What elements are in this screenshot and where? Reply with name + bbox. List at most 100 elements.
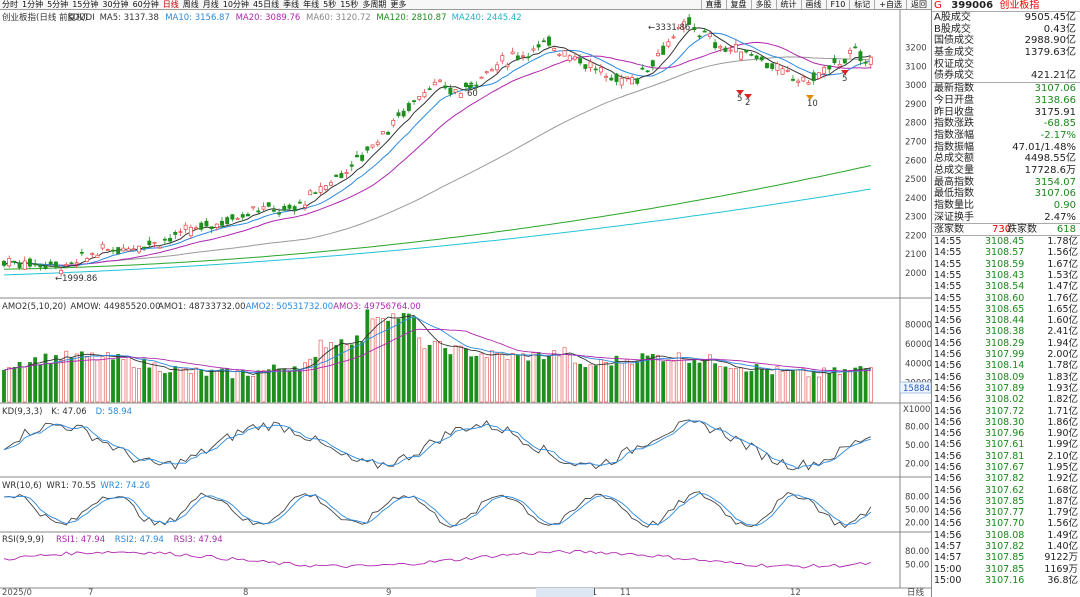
- tick-amount: 2.00亿: [1047, 349, 1078, 361]
- period-tab[interactable]: 分时: [2, 0, 18, 9]
- period-tab[interactable]: 15分钟: [72, 0, 99, 9]
- period-tab[interactable]: 15秒: [340, 0, 359, 9]
- tick-price: 3107.70: [985, 518, 1025, 530]
- period-tab[interactable]: 1分钟: [22, 0, 44, 9]
- tick-amount: 1.83亿: [1047, 371, 1078, 383]
- period-tab[interactable]: 5秒: [323, 0, 337, 9]
- stat-row: 债券成交 421.21亿: [932, 70, 1080, 82]
- tick-row: 14:56 3107.70 1.56亿: [932, 518, 1080, 529]
- toolbar-button[interactable]: 复盘: [725, 0, 751, 9]
- candle-body: [557, 54, 562, 56]
- period-tab[interactable]: 年线: [303, 0, 320, 9]
- tick-time: 14:55: [934, 269, 962, 281]
- toolbar-button[interactable]: 返回: [906, 0, 931, 9]
- candle-body: [635, 78, 640, 84]
- volume-bar: [526, 360, 531, 403]
- period-tab[interactable]: 更多: [390, 0, 407, 9]
- stat-label: 深证换手: [934, 211, 974, 223]
- stat-label: 基金成交: [934, 47, 974, 59]
- amo3-line: [3, 328, 871, 372]
- volume-bar: [811, 371, 816, 403]
- tick-time: 14:56: [934, 529, 962, 541]
- volume-bar: [168, 372, 172, 403]
- toolbar-button[interactable]: 统计: [775, 0, 801, 9]
- volume-bar: [438, 341, 442, 403]
- candle-body: [759, 56, 764, 61]
- toolbar-button[interactable]: 画线: [800, 0, 826, 9]
- candle-body: [38, 264, 43, 268]
- tick-row: 14:56 3107.85 1.87亿: [932, 496, 1080, 507]
- stat-row: 指数涨跌 -68.85: [932, 118, 1080, 130]
- signal-label: 60: [467, 89, 478, 99]
- price-axis-tick: 2800: [905, 119, 927, 129]
- stat-row: 总成交量 17728.6万: [932, 165, 1080, 177]
- candle-body: [702, 30, 707, 33]
- period-tab[interactable]: 30分钟: [102, 0, 129, 9]
- volume-bar: [235, 370, 240, 403]
- quote-panel: G 399006 创业板指 A股成交 9505.45亿 B股成交 0.43亿 国债成交 2…: [931, 0, 1080, 597]
- toolbar-button[interactable]: F10: [825, 0, 850, 9]
- period-tab[interactable]: 60分钟: [132, 0, 159, 9]
- toolbar-button[interactable]: 标记: [849, 0, 874, 9]
- stat-row: 深证换手 2.47%: [932, 212, 1080, 224]
- tick-time: 14:56: [934, 428, 962, 440]
- kline-chart[interactable]: 3200 3100 3000 2900 2800 2700 2600 2500 2400 2300…: [0, 10, 931, 597]
- candle-body: [609, 77, 614, 81]
- tick-time: 14:56: [934, 473, 962, 485]
- turnover-summary: A股成交 9505.45亿 B股成交 0.43亿 国债成交 2988.90亿 基金成交 137…: [932, 12, 1080, 82]
- candle-body: [28, 258, 32, 267]
- kd-legend-item: D: 58.94: [96, 407, 132, 417]
- volume-bar: [256, 370, 261, 403]
- candle-body: [225, 217, 230, 225]
- period-tab[interactable]: 月线: [202, 0, 219, 9]
- tick-list[interactable]: 14:55 3108.45 1.78亿 14:55 3108.57 1.56亿 14:55 3…: [932, 235, 1080, 586]
- tick-row: 14:56 3107.82 1.92亿: [932, 473, 1080, 484]
- candle-body: [718, 46, 723, 49]
- period-tab[interactable]: 多周期: [362, 0, 387, 9]
- kd-axis-tick: 20.00: [905, 460, 929, 470]
- volume-bar: [313, 356, 318, 403]
- candle-body: [754, 55, 759, 59]
- candle-body: [199, 222, 204, 230]
- candle-body: [484, 71, 489, 74]
- period-tab[interactable]: 季线: [283, 0, 300, 9]
- stat-row: 指数量比 0.90: [932, 200, 1080, 212]
- tick-amount: 1.47亿: [1047, 281, 1078, 293]
- volume-bar: [531, 352, 536, 403]
- volume-bar: [74, 353, 79, 403]
- toolbar-button[interactable]: +自选: [874, 0, 906, 9]
- period-tab[interactable]: 5分钟: [47, 0, 69, 9]
- candle-body: [848, 49, 852, 54]
- volume-bar: [749, 371, 754, 403]
- tick-price: 3108.45: [985, 236, 1025, 248]
- tick-time: 14:56: [934, 394, 962, 406]
- stat-value: -68.85: [1043, 118, 1076, 130]
- tick-amount: 1.56亿: [1047, 518, 1078, 530]
- candle-body: [598, 67, 603, 73]
- volume-bar: [287, 371, 292, 403]
- toolbar-button[interactable]: 多股: [750, 0, 776, 9]
- tick-time: 14:56: [934, 382, 962, 394]
- volume-bar: [329, 342, 333, 403]
- tick-price: 3108.02: [985, 394, 1025, 406]
- period-tab[interactable]: 45日线: [252, 0, 280, 9]
- stat-label: 最高指数: [934, 176, 974, 188]
- toolbar-button[interactable]: 直播: [700, 0, 726, 9]
- period-tab[interactable]: 周线: [182, 0, 199, 9]
- ma10-line: [3, 32, 871, 267]
- period-tab[interactable]: 10分钟: [222, 0, 249, 9]
- volume-bar: [183, 368, 188, 403]
- stat-value: 1379.63亿: [1024, 47, 1076, 59]
- up-count-label: 涨家数: [934, 224, 964, 236]
- period-tab[interactable]: 日线: [162, 0, 179, 9]
- candle-body: [240, 214, 245, 218]
- candle-body: [266, 202, 271, 207]
- candle-body: [396, 112, 401, 117]
- candle-body: [391, 120, 396, 126]
- stat-row: 总成交额 4498.55亿: [932, 153, 1080, 165]
- tick-time: 14:56: [934, 518, 962, 530]
- volume-bar: [412, 317, 416, 403]
- stat-label: 昨日收盘: [934, 106, 974, 118]
- tick-time: 14:56: [934, 349, 962, 361]
- volume-bar: [209, 369, 214, 403]
